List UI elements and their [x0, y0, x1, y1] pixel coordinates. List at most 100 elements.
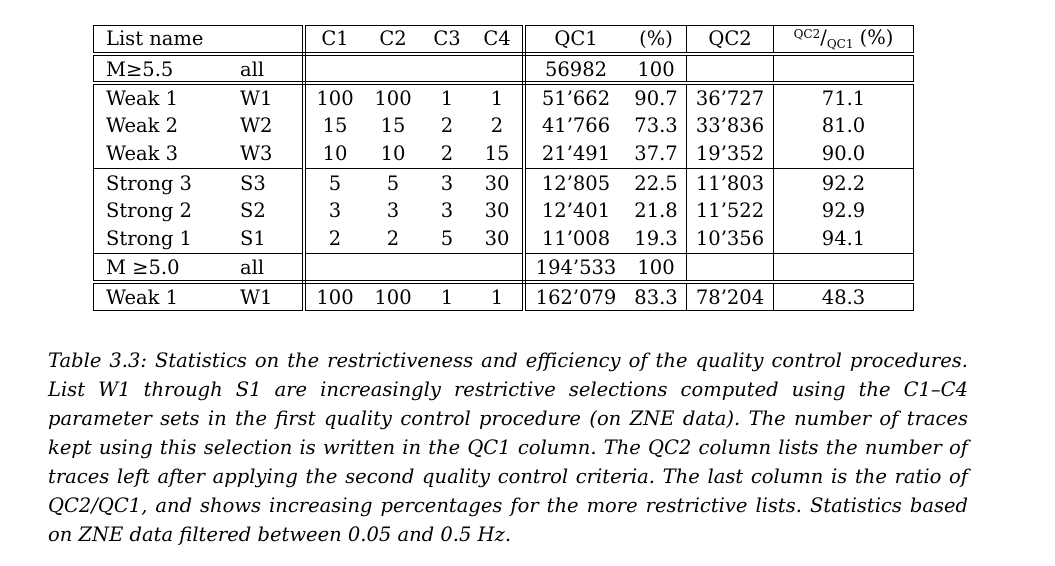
table-header-row: List name C1 C2 C3 C4 QC1 (%) QC2 QC2/QC… — [93, 25, 914, 56]
cell-pct: 83.3 — [626, 281, 687, 311]
cell-pct: 100 — [626, 53, 687, 85]
cell-c1: 5 — [304, 167, 364, 197]
cell-qc1: 21’491 — [524, 139, 626, 169]
table-row: M≥5.5 all 56982 100 — [93, 53, 914, 85]
cell-short-name: W2 — [226, 111, 306, 140]
cell-c3: 5 — [422, 225, 472, 254]
header-pct: (%) — [626, 25, 687, 56]
header-ratio-pct: (%) — [859, 26, 894, 49]
cell-qc1: 162’079 — [524, 281, 626, 311]
cell-c4: 30 — [472, 225, 526, 254]
table-row: Weak 2 W2 15 15 2 2 41’766 73.3 33’836 81.0 — [93, 111, 914, 140]
cell-ratio: 71.1 — [773, 82, 914, 111]
cell-c3 — [422, 53, 472, 85]
cell-short-name: all — [226, 53, 306, 85]
cell-c1: 2 — [304, 225, 364, 254]
cell-qc1: 56982 — [524, 53, 626, 85]
cell-c3: 1 — [422, 82, 472, 111]
table-row: Weak 1 W1 100 100 1 1 51’662 90.7 36’727 71.1 — [93, 82, 914, 111]
cell-c2: 3 — [386, 199, 400, 222]
header-ratio-numerator: QC2 — [793, 27, 821, 41]
cell-c4: 30 — [472, 196, 526, 225]
cell-c1: 10 — [304, 139, 364, 169]
cell-c2: 10 — [364, 139, 422, 169]
cell-c4 — [472, 253, 526, 284]
cell-short-name: W1 — [226, 82, 306, 111]
cell-qc1: 11’008 — [524, 225, 626, 254]
cell-short-name: S3 — [226, 167, 306, 197]
cell-c3 — [422, 253, 472, 284]
cell-c2: 2 — [364, 225, 422, 254]
header-c2: C2 — [364, 25, 422, 56]
cell-pct: 37.7 — [626, 139, 687, 169]
table-caption: Table 3.3: Statistics on the restrictive… — [48, 349, 968, 546]
cell-c4: 1 — [472, 281, 526, 311]
cell-pct: 22.5 — [626, 167, 687, 197]
cell-pct: 73.3 — [626, 111, 687, 140]
cell-ratio: 48.3 — [773, 281, 914, 311]
cell-qc1: 41’766 — [541, 113, 611, 137]
cell-pct: 19.3 — [626, 225, 687, 254]
header-ratio-denominator: QC1 — [826, 37, 854, 51]
cell-short-name: W1 — [226, 281, 306, 311]
cell-c3: 3 — [440, 199, 454, 222]
header-c3: C3 — [422, 25, 472, 56]
table-row: Strong 3 S3 5 5 3 30 12’805 22.5 11’803 92.2 — [93, 167, 914, 197]
statistics-table: List name C1 C2 C3 C4 QC1 (%) QC2 QC2/QC… — [93, 25, 914, 311]
cell-c4: 30 — [472, 167, 526, 197]
cell-list-name: Strong 2 — [93, 196, 226, 225]
cell-qc2: 10’356 — [686, 225, 774, 254]
cell-c3: 3 — [422, 167, 472, 197]
cell-qc2: 33’836 — [686, 111, 774, 140]
cell-short-name: W3 — [226, 139, 306, 169]
cell-c1: 15 — [322, 113, 348, 137]
cell-c2: 5 — [364, 167, 422, 197]
cell-ratio: 90.0 — [773, 139, 914, 169]
cell-ratio: 94.1 — [773, 225, 914, 254]
header-blank — [226, 25, 306, 56]
cell-c2 — [364, 53, 422, 85]
cell-c2: 100 — [364, 281, 422, 311]
cell-qc2: 36’727 — [686, 82, 774, 111]
cell-list-name: Strong 3 — [93, 167, 226, 197]
cell-short-name: S2 — [226, 196, 306, 225]
table-row: Weak 3 W3 10 10 2 15 21’491 37.7 19’352 90.0 — [93, 139, 914, 169]
cell-qc1: 194’533 — [524, 253, 626, 284]
cell-list-name: M ≥5.0 — [93, 253, 226, 284]
cell-c1: 100 — [304, 82, 364, 111]
cell-qc1: 12’401 — [541, 199, 611, 222]
cell-c1 — [304, 53, 364, 85]
cell-c4: 2 — [472, 111, 526, 140]
cell-qc2: 11’522 — [686, 196, 774, 225]
cell-c2 — [364, 253, 422, 284]
cell-pct: 100 — [626, 253, 687, 284]
cell-list-name: Weak 1 — [93, 82, 226, 111]
cell-list-name: Weak 1 — [93, 281, 226, 311]
header-ratio: QC2/QC1 (%) — [773, 25, 914, 56]
cell-qc2: 19’352 — [686, 139, 774, 169]
cell-ratio — [773, 53, 914, 85]
cell-qc2: 11’803 — [686, 167, 774, 197]
header-qc2: QC2 — [686, 25, 774, 56]
table-row: M ≥5.0 all 194’533 100 — [93, 253, 914, 284]
cell-c2: 100 — [364, 82, 422, 111]
cell-ratio: 81.0 — [773, 111, 914, 140]
cell-list-name: Weak 2 — [93, 111, 226, 140]
cell-c4 — [472, 53, 526, 85]
cell-c3: 2 — [422, 139, 472, 169]
cell-c4: 15 — [472, 139, 526, 169]
table-row: Weak 1 W1 100 100 1 1 162’079 83.3 78’204 48.3 — [93, 281, 914, 311]
table-row: Strong 2 S2 3 3 3 30 12’401 21.8 11’522 92.9 — [93, 196, 914, 225]
cell-list-name: M≥5.5 — [93, 53, 226, 85]
table-body: List name C1 C2 C3 C4 QC1 (%) QC2 QC2/QC… — [93, 25, 914, 311]
cell-list-name: Strong 1 — [93, 225, 226, 254]
cell-short-name: S1 — [226, 225, 306, 254]
cell-pct: 90.7 — [626, 82, 687, 111]
cell-qc1: 51’662 — [524, 82, 626, 111]
header-list-name: List name — [93, 25, 226, 56]
cell-c3: 2 — [440, 113, 454, 137]
cell-qc1: 12’805 — [524, 167, 626, 197]
cell-ratio: 92.9 — [773, 196, 914, 225]
cell-pct: 21.8 — [626, 196, 687, 225]
cell-c1: 100 — [304, 281, 364, 311]
